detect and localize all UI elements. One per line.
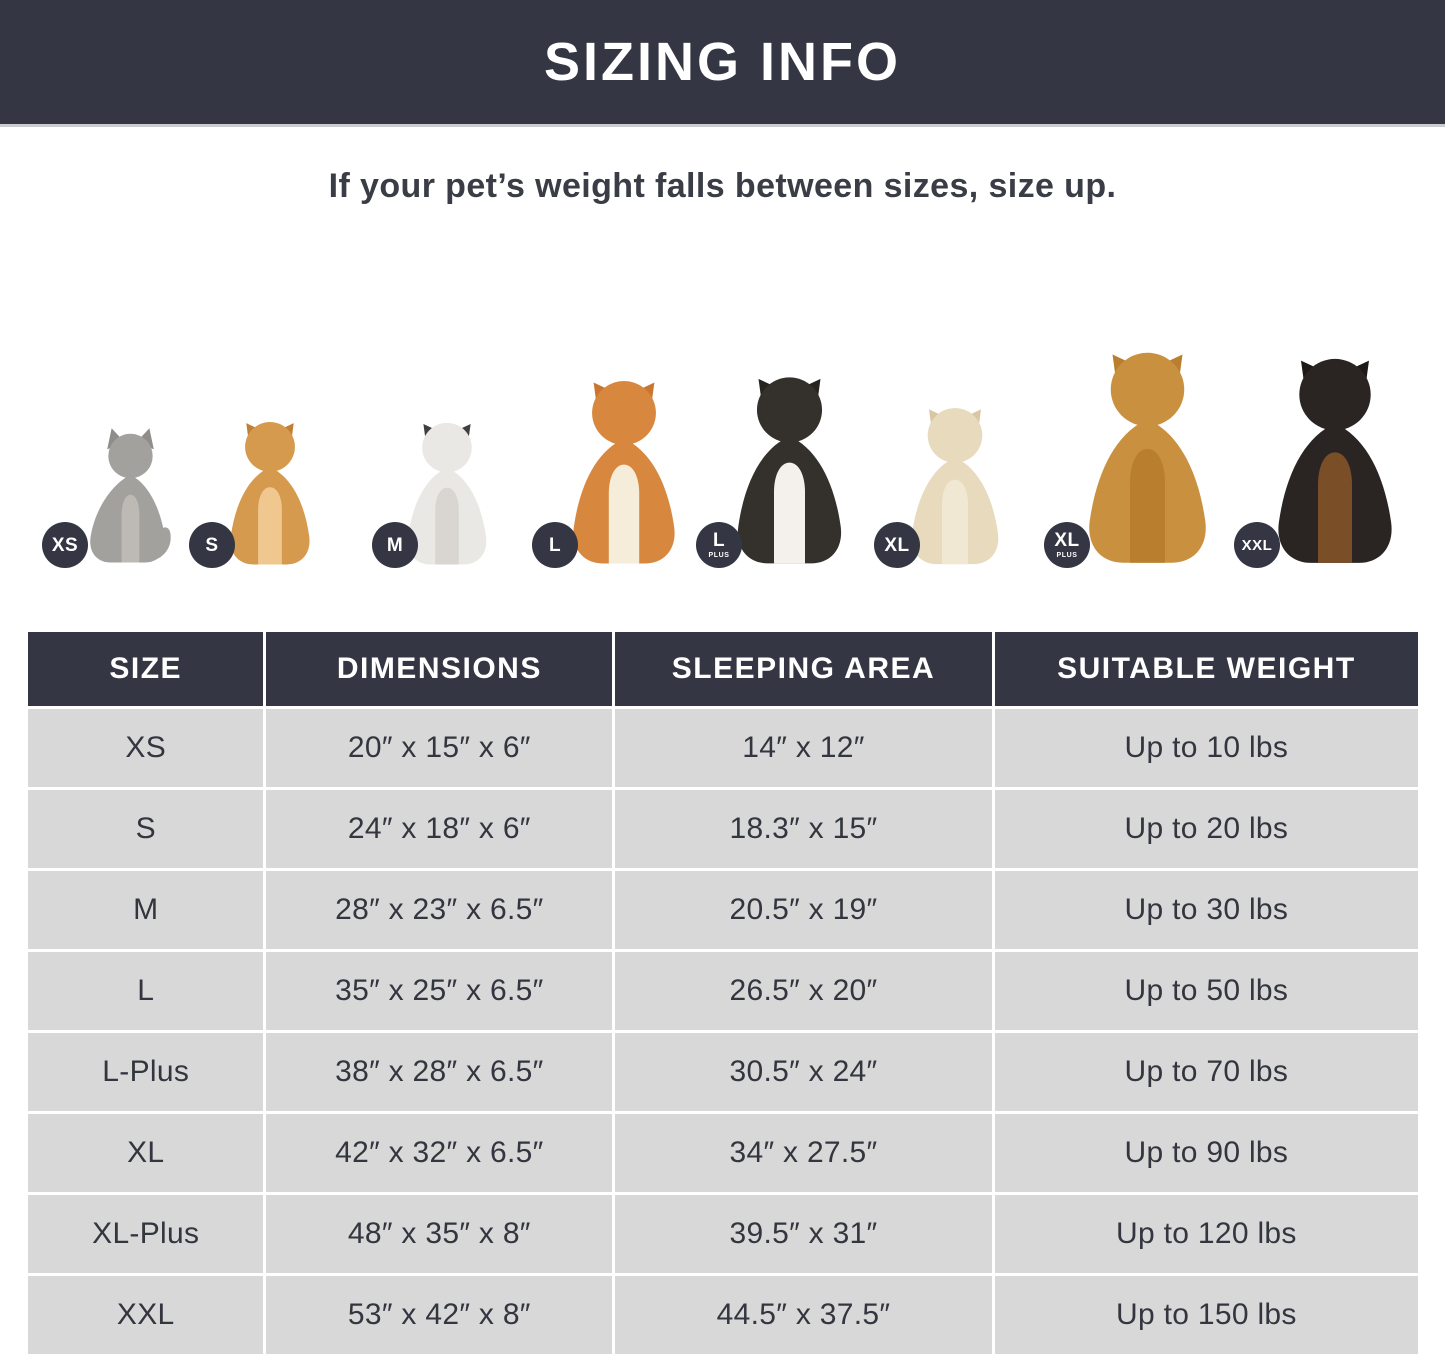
cell-suitable-weight: Up to 150 lbs [994,1276,1418,1354]
cell-suitable-weight: Up to 10 lbs [994,709,1418,787]
pet-xl-labrador: XL [874,280,1020,568]
cell-sleeping-area: 26.5″ x 20″ [615,952,992,1030]
cell-sleeping-area: 34″ x 27.5″ [615,1114,992,1192]
pet-l-plus-border-collie: L PLUS [696,302,867,568]
cell-dimensions: 42″ x 32″ x 6.5″ [266,1114,613,1192]
size-badge-label: M [386,534,404,556]
size-badge-l: L [532,522,578,568]
sizing-note: If your pet’s weight falls between sizes… [328,167,1117,205]
cell-suitable-weight: Up to 30 lbs [994,871,1418,949]
cell-dimensions: 35″ x 25″ x 6.5″ [266,952,613,1030]
pet-m-french-bulldog: M [372,388,506,568]
size-badge-sublabel: PLUS [708,552,730,559]
cell-size: S [28,790,264,868]
cell-dimensions: 48″ x 35″ x 8″ [266,1195,613,1273]
cell-sleeping-area: 14″ x 12″ [615,709,992,787]
cell-dimensions: 28″ x 23″ x 6.5″ [266,871,613,949]
size-badge-label: XS [51,534,79,556]
cell-suitable-weight: Up to 50 lbs [994,952,1418,1030]
cell-suitable-weight: Up to 120 lbs [994,1195,1418,1273]
pet-xl-plus-golden-retriever: XL PLUS [1044,263,1235,568]
cell-size: L [28,952,264,1030]
size-badge-xs: XS [42,522,88,568]
pet-xs-cat: XS [42,426,203,568]
column-header-sleeping-area: SLEEPING AREA [615,632,992,706]
column-header-dimensions: DIMENSIONS [266,632,613,706]
cell-dimensions: 20″ x 15″ x 6″ [266,709,613,787]
pet-l-shiba-inu: L [532,336,700,568]
size-badge-m: M [372,522,418,568]
dog-illustration [1060,263,1235,568]
cell-size: XXL [28,1276,264,1354]
cell-sleeping-area: 30.5″ x 24″ [615,1033,992,1111]
size-badge-label: XL [1054,530,1080,551]
cell-size: XS [28,709,264,787]
cell-suitable-weight: Up to 90 lbs [994,1114,1418,1192]
size-badge-s: S [189,522,235,568]
sizing-table: SIZE DIMENSIONS SLEEPING AREA SUITABLE W… [28,632,1418,1354]
cell-suitable-weight: Up to 70 lbs [994,1033,1418,1111]
size-badge-xl: XL [874,522,920,568]
size-badge-label: XL [884,534,910,556]
cell-size: XL [28,1114,264,1192]
cell-dimensions: 53″ x 42″ x 8″ [266,1276,613,1354]
size-badge-label: L [712,530,726,551]
pet-size-lineup: XS S M L L PLUS XL [0,276,1445,568]
size-badge-label: XXL [1241,536,1273,554]
cell-dimensions: 24″ x 18″ x 6″ [266,790,613,868]
sizing-info-banner: SIZING INFO [0,0,1445,127]
cell-size: L-Plus [28,1033,264,1111]
page-title: SIZING INFO [544,32,901,92]
cell-dimensions: 38″ x 28″ x 6.5″ [266,1033,613,1111]
cell-suitable-weight: Up to 20 lbs [994,790,1418,868]
cell-sleeping-area: 20.5″ x 19″ [615,871,992,949]
size-badge-label: S [205,534,219,556]
column-header-size: SIZE [28,632,264,706]
column-header-suitable-weight: SUITABLE WEIGHT [994,632,1418,706]
cell-sleeping-area: 39.5″ x 31″ [615,1195,992,1273]
cell-size: XL-Plus [28,1195,264,1273]
dog-illustration [1250,236,1420,568]
pet-xxl-doberman: XXL [1234,236,1420,568]
cell-sleeping-area: 44.5″ x 37.5″ [615,1276,992,1354]
cell-sleeping-area: 18.3″ x 15″ [615,790,992,868]
cell-size: M [28,871,264,949]
size-badge-xl-plus: XL PLUS [1044,522,1090,568]
size-badge-l-plus: L PLUS [696,522,742,568]
size-badge-xxl: XXL [1234,522,1280,568]
size-badge-sublabel: PLUS [1056,552,1078,559]
pet-s-pomeranian: S [189,416,335,568]
size-badge-label: L [548,534,562,556]
